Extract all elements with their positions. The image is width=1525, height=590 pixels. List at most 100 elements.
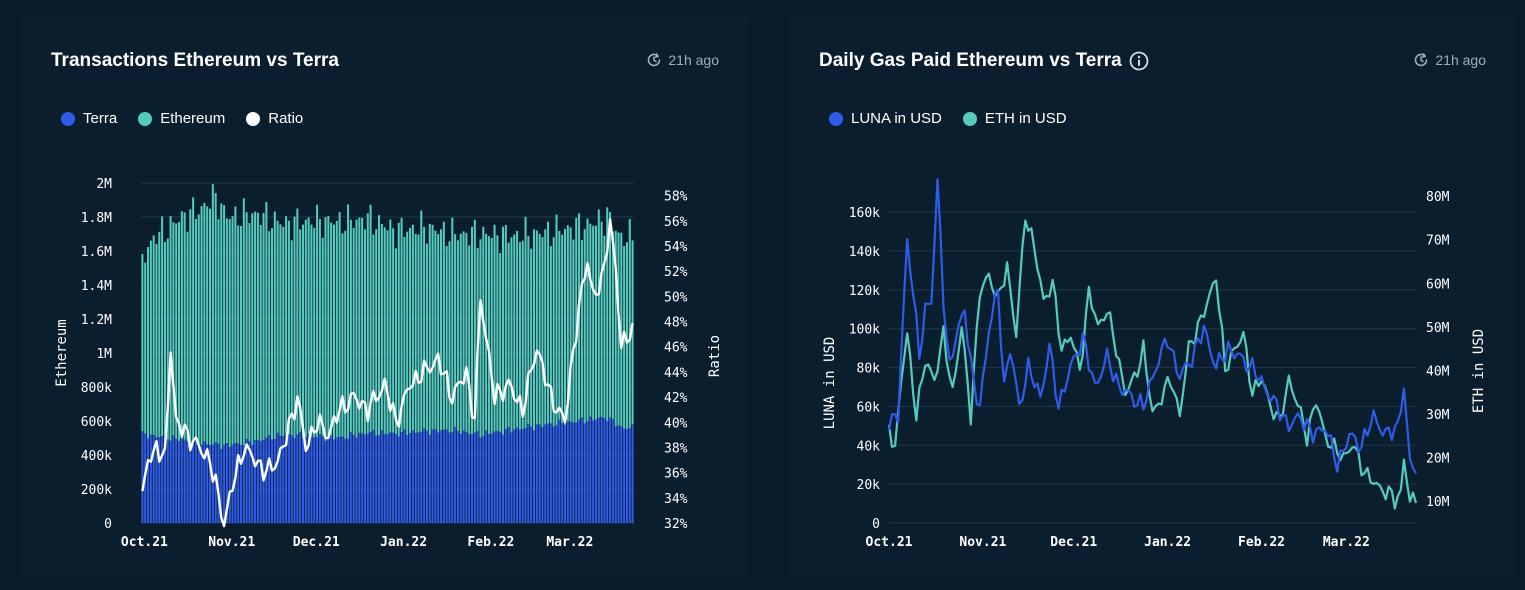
legend-item-ratio[interactable]: Ratio — [246, 110, 303, 127]
bar-ethereum — [293, 216, 296, 439]
bar-terra — [141, 431, 144, 523]
bar-terra — [496, 430, 499, 523]
bar-terra — [606, 421, 609, 523]
bar-terra — [290, 435, 293, 523]
x-tick-label: Oct.21 — [121, 535, 168, 550]
bar-terra — [256, 439, 259, 523]
bar-ethereum — [501, 226, 505, 435]
legend-item-terra[interactable]: Terra — [61, 110, 117, 127]
bar-terra — [569, 421, 572, 523]
bar-terra — [411, 430, 414, 523]
bar-ethereum — [597, 209, 600, 418]
y-right-tick-label: 10M — [1426, 495, 1450, 510]
x-tick-label: Mar.22 — [546, 535, 593, 550]
y-right-tick-label: 44% — [664, 366, 688, 381]
legend-swatch — [829, 111, 843, 126]
bar-terra — [335, 437, 338, 523]
bar-ethereum — [440, 229, 443, 431]
bar-terra — [166, 439, 169, 523]
bar-terra — [307, 434, 310, 523]
eth-in-usd-line — [887, 219, 1418, 510]
bar-ethereum — [552, 237, 555, 427]
bar-ethereum — [516, 230, 519, 428]
bar-ethereum — [366, 213, 369, 434]
bar-ethereum — [397, 222, 400, 437]
legend-swatch — [962, 111, 977, 126]
legend-swatch — [61, 111, 75, 126]
bar-ethereum — [409, 227, 412, 434]
y-tick-label: 60k — [857, 400, 881, 415]
bar-terra — [217, 443, 220, 523]
bar-ethereum — [555, 214, 558, 426]
bar-terra — [547, 423, 550, 523]
bar-ethereum — [347, 204, 350, 439]
y-tick-label: 40k — [857, 439, 881, 454]
bar-ethereum — [527, 235, 530, 425]
bar-ethereum — [166, 238, 169, 440]
y-tick-label: 100k — [849, 323, 880, 338]
x-tick-label: Feb.22 — [467, 535, 514, 550]
y-tick-label: 120k — [849, 284, 880, 299]
bar-terra — [423, 428, 426, 523]
legend-label: ETH in USD — [984, 110, 1067, 127]
bar-terra — [287, 434, 290, 523]
bar-terra — [355, 437, 358, 523]
info-icon[interactable] — [1129, 51, 1149, 71]
bar-terra — [440, 430, 443, 523]
last-updated: 21h ago — [1413, 52, 1486, 68]
bar-terra — [186, 441, 189, 523]
bar-terra — [209, 445, 212, 523]
y-tick-label: 0 — [104, 517, 112, 532]
bar-ethereum — [538, 233, 541, 425]
bar-ethereum — [197, 214, 200, 446]
bar-ethereum — [163, 242, 166, 435]
bar-terra — [369, 431, 372, 523]
x-tick-label: Feb.22 — [1238, 535, 1285, 550]
bar-ethereum — [513, 234, 516, 430]
bar-terra — [597, 417, 600, 523]
y-axis-title: Ethereum — [54, 319, 70, 386]
bar-terra — [341, 436, 344, 523]
bar-terra — [330, 435, 333, 523]
y-tick-label: 1.4M — [81, 279, 112, 294]
bar-terra — [149, 434, 152, 523]
bar-ethereum — [251, 213, 254, 445]
bar-ethereum — [372, 234, 375, 431]
legend-item-ethereum[interactable]: Ethereum — [138, 110, 225, 127]
bar-ethereum — [332, 224, 335, 440]
bar-terra — [409, 433, 412, 523]
bar-terra — [504, 429, 507, 523]
bar-ethereum — [341, 233, 344, 437]
bar-terra — [324, 441, 327, 523]
bar-terra — [490, 433, 493, 523]
bar-ethereum — [451, 217, 454, 433]
bar-ethereum — [344, 230, 347, 439]
bar-terra — [327, 436, 330, 523]
bar-terra — [493, 431, 496, 523]
y-right-tick-label: 54% — [664, 240, 688, 255]
ratio-line — [141, 218, 634, 528]
bar-ethereum — [321, 237, 324, 437]
legend-item-luna[interactable]: LUNA in USD — [829, 110, 942, 127]
bar-ethereum — [462, 231, 465, 431]
bar-ethereum — [178, 222, 181, 442]
bar-ethereum — [614, 230, 617, 427]
bar-terra — [594, 419, 597, 523]
bar-terra — [561, 423, 564, 523]
bar-terra — [220, 449, 223, 523]
bar-ethereum — [265, 202, 268, 438]
bar-terra — [507, 427, 510, 523]
bar-terra — [386, 434, 389, 523]
bar-ethereum — [206, 206, 209, 445]
legend-item-eth[interactable]: ETH in USD — [962, 110, 1067, 127]
bar-ethereum — [290, 240, 293, 436]
bar-terra — [623, 428, 626, 523]
bar-ethereum — [580, 240, 583, 418]
bar-terra — [482, 435, 485, 523]
bar-terra — [296, 434, 299, 523]
chart-legend: Terra Ethereum Ratio — [61, 110, 324, 127]
bar-ethereum — [611, 231, 614, 419]
bar-ethereum — [417, 234, 420, 433]
bar-terra — [178, 441, 181, 523]
bar-terra — [183, 439, 186, 523]
